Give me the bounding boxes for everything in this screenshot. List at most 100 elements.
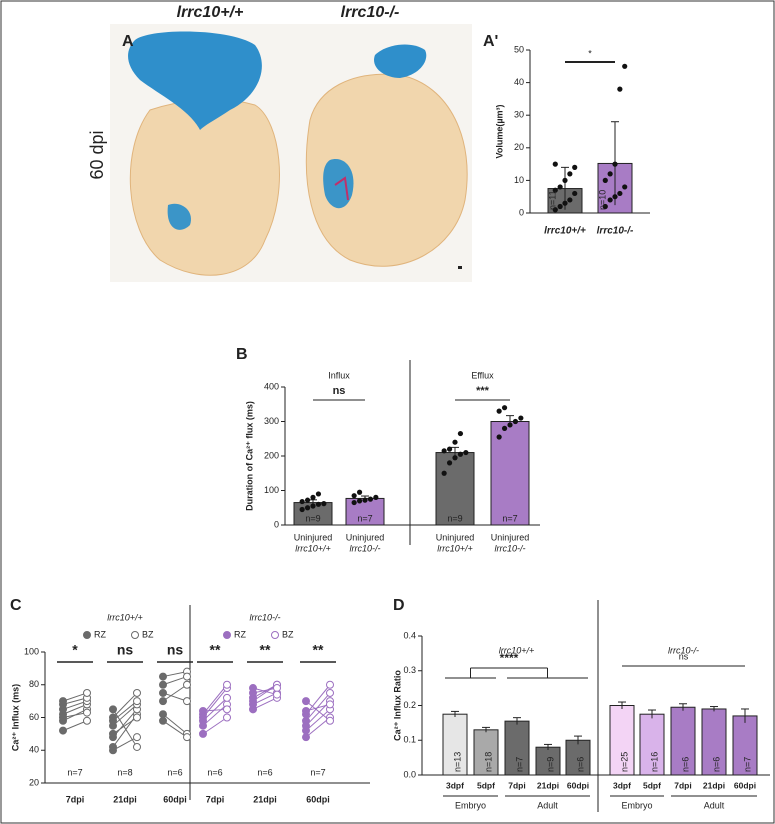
pair-line bbox=[305, 684, 331, 715]
x-tick-label: lrrc10-/- bbox=[495, 543, 526, 553]
x-tick-label: 60dpi bbox=[163, 794, 187, 804]
legend-label: BZ bbox=[282, 629, 294, 639]
n-label: n=7 bbox=[742, 757, 752, 772]
data-point bbox=[452, 455, 458, 461]
data-point bbox=[567, 197, 573, 203]
data-point bbox=[362, 497, 368, 503]
n-label: n=8 bbox=[117, 767, 132, 777]
data-point bbox=[607, 171, 613, 177]
n-label: n=18 bbox=[483, 752, 493, 772]
x-tick-label: 60dpi bbox=[306, 794, 330, 804]
bz-point bbox=[133, 713, 141, 722]
rz-point bbox=[159, 672, 167, 681]
data-point bbox=[501, 425, 508, 431]
x-tick-label: 21dpi bbox=[113, 794, 137, 804]
x-tick-label: Uninjured bbox=[346, 532, 385, 542]
significance: ** bbox=[210, 642, 221, 658]
y-tick-label: 40 bbox=[514, 77, 524, 87]
legend-marker bbox=[223, 631, 231, 639]
data-point bbox=[501, 405, 508, 411]
y-tick-label: 40 bbox=[29, 745, 39, 755]
n-label: n=6 bbox=[711, 757, 721, 772]
data-point bbox=[457, 451, 464, 457]
significance: ns bbox=[167, 642, 184, 658]
n-label: n=10 bbox=[597, 190, 607, 210]
bz-point bbox=[223, 680, 231, 689]
rz-point bbox=[249, 684, 257, 693]
column-label: lrrc10+/+ bbox=[177, 4, 244, 21]
rz-point bbox=[199, 729, 207, 738]
legend-label: BZ bbox=[142, 629, 154, 639]
rz-point bbox=[159, 688, 167, 697]
y-tick-label: 0.3 bbox=[403, 665, 416, 675]
legend-marker bbox=[131, 631, 139, 639]
bar bbox=[442, 713, 468, 776]
bz-point bbox=[133, 697, 141, 706]
bz-point bbox=[133, 742, 141, 751]
data-point bbox=[512, 418, 519, 425]
pair-line bbox=[202, 704, 228, 727]
rz-point bbox=[199, 706, 207, 715]
stage-label: Adult bbox=[537, 800, 558, 810]
significance: * bbox=[72, 642, 78, 658]
bar bbox=[609, 705, 635, 776]
bulbus bbox=[128, 31, 262, 130]
pair-line bbox=[162, 671, 188, 678]
panel-letter: A bbox=[122, 33, 134, 50]
n-label: n=7 bbox=[502, 513, 517, 523]
data-point bbox=[304, 497, 311, 503]
data-point bbox=[496, 408, 502, 414]
bz-point bbox=[183, 680, 191, 689]
rz-point bbox=[159, 697, 167, 706]
n-label: n=9 bbox=[305, 513, 320, 523]
group-label: Efflux bbox=[471, 370, 494, 380]
data-point bbox=[299, 506, 305, 513]
legend-marker bbox=[83, 631, 91, 639]
bz-point bbox=[223, 693, 231, 702]
rz-point bbox=[302, 716, 310, 725]
pair-line bbox=[305, 708, 331, 731]
rz-point bbox=[159, 680, 167, 689]
panel-letter: A' bbox=[483, 33, 498, 50]
data-point bbox=[299, 498, 305, 505]
bz-point bbox=[223, 705, 231, 714]
x-tick-label: 5dpf bbox=[477, 780, 495, 790]
rz-point bbox=[109, 729, 117, 738]
y-tick-label: 200 bbox=[264, 450, 279, 460]
n-label: n=9 bbox=[447, 513, 462, 523]
y-axis-label: Volume(µm³) bbox=[494, 104, 504, 158]
data-point bbox=[310, 503, 316, 509]
data-point bbox=[356, 498, 363, 504]
bz-point bbox=[183, 733, 191, 742]
y-tick-label: 0 bbox=[274, 519, 279, 529]
bz-point bbox=[83, 708, 91, 717]
n-label: n=7 bbox=[514, 757, 524, 772]
rz-point bbox=[109, 742, 117, 751]
pair-line bbox=[202, 717, 228, 735]
significance: ns bbox=[679, 651, 689, 661]
x-tick-label: Uninjured bbox=[294, 532, 333, 542]
data-point bbox=[304, 505, 311, 511]
data-point bbox=[562, 200, 568, 206]
x-tick-label: 21dpi bbox=[253, 794, 277, 804]
data-point bbox=[607, 197, 613, 203]
bz-point bbox=[223, 713, 231, 722]
data-point bbox=[552, 161, 558, 167]
rz-point bbox=[59, 726, 67, 735]
n-label: n=9 bbox=[545, 757, 555, 772]
data-point bbox=[367, 496, 374, 502]
bar bbox=[435, 452, 475, 526]
bar bbox=[473, 729, 499, 776]
x-tick-label: 3dpf bbox=[613, 780, 631, 790]
y-tick-label: 10 bbox=[514, 175, 524, 185]
bar bbox=[565, 739, 591, 776]
stage-label: Embryo bbox=[455, 800, 486, 810]
n-label: n=25 bbox=[619, 752, 629, 772]
column-label: lrrc10-/- bbox=[341, 4, 400, 21]
x-tick-label: 21dpi bbox=[703, 780, 725, 790]
data-point bbox=[457, 430, 464, 437]
pair-line bbox=[62, 700, 88, 710]
bulbus bbox=[374, 44, 427, 78]
